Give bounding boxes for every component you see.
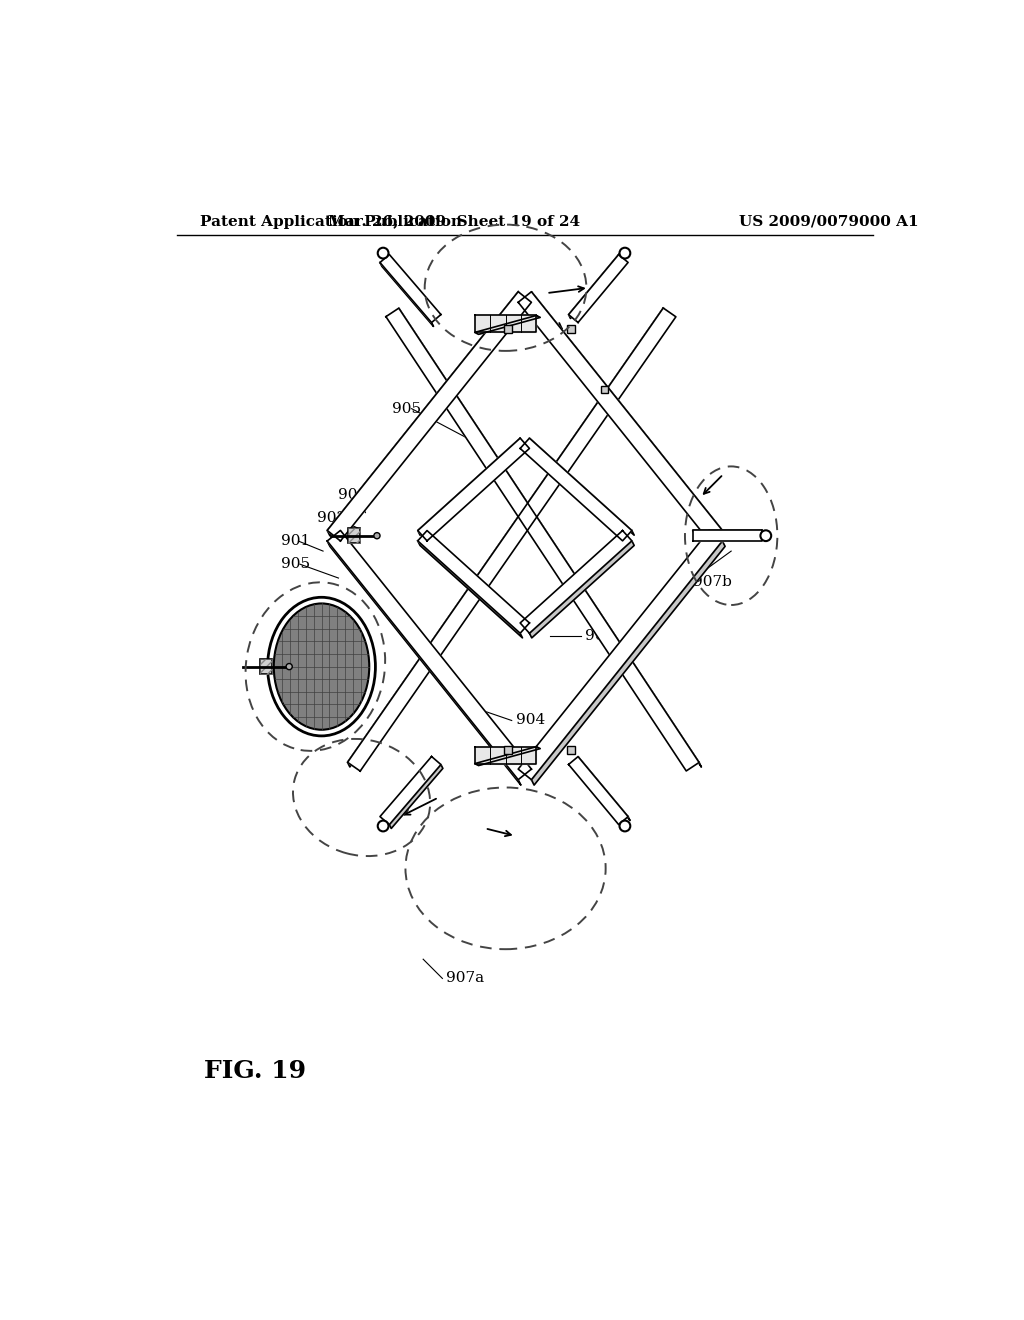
Text: Patent Application Publication: Patent Application Publication [200, 215, 462, 228]
Polygon shape [692, 531, 762, 541]
Ellipse shape [267, 598, 376, 737]
Polygon shape [520, 438, 632, 541]
Circle shape [378, 821, 388, 832]
Polygon shape [520, 531, 632, 634]
Bar [504, 746, 512, 754]
Polygon shape [380, 756, 441, 825]
Polygon shape [347, 308, 676, 771]
Text: Mar. 26, 2009  Sheet 19 of 24: Mar. 26, 2009 Sheet 19 of 24 [328, 215, 580, 228]
Polygon shape [418, 541, 522, 638]
Bar [567, 746, 574, 754]
Text: 904: 904 [515, 714, 545, 727]
Polygon shape [692, 531, 764, 535]
Polygon shape [531, 541, 725, 785]
Bar [504, 326, 512, 333]
Polygon shape [380, 263, 433, 326]
Polygon shape [328, 292, 531, 541]
Polygon shape [398, 308, 701, 767]
Bar [348, 528, 360, 544]
Polygon shape [518, 292, 722, 541]
Polygon shape [347, 308, 666, 767]
Polygon shape [568, 255, 628, 322]
Text: 901: 901 [281, 535, 310, 548]
Bar [567, 326, 574, 333]
Polygon shape [328, 531, 531, 780]
Polygon shape [475, 747, 541, 766]
Bar [348, 528, 360, 544]
Polygon shape [475, 747, 537, 763]
Polygon shape [418, 531, 529, 634]
Polygon shape [418, 438, 529, 541]
Polygon shape [328, 541, 521, 785]
Polygon shape [475, 315, 537, 333]
Polygon shape [529, 438, 634, 535]
Polygon shape [518, 531, 722, 780]
Polygon shape [475, 315, 541, 334]
Text: 905: 905 [392, 401, 422, 416]
Polygon shape [418, 438, 522, 535]
Circle shape [761, 531, 771, 541]
Text: FIG. 19: FIG. 19 [204, 1059, 306, 1082]
Ellipse shape [273, 603, 370, 730]
Text: US 2009/0079000 A1: US 2009/0079000 A1 [739, 215, 919, 228]
Polygon shape [389, 764, 442, 829]
Bar [260, 659, 272, 675]
Circle shape [374, 532, 380, 539]
Polygon shape [380, 255, 441, 322]
Text: 903: 903 [585, 628, 614, 643]
Text: 906: 906 [339, 488, 368, 502]
Polygon shape [529, 541, 634, 638]
Polygon shape [578, 756, 630, 821]
Circle shape [378, 248, 388, 259]
Circle shape [620, 248, 631, 259]
Text: 907a: 907a [446, 972, 484, 986]
Bar [601, 385, 608, 393]
Polygon shape [386, 308, 699, 771]
Circle shape [286, 664, 292, 669]
Text: 902: 902 [316, 511, 346, 525]
Polygon shape [328, 292, 521, 536]
Bar [260, 659, 272, 675]
Polygon shape [568, 255, 621, 318]
Text: 905: 905 [281, 557, 310, 572]
Text: 907b: 907b [692, 576, 731, 589]
Polygon shape [568, 756, 628, 825]
Circle shape [620, 821, 631, 832]
Polygon shape [531, 292, 725, 536]
